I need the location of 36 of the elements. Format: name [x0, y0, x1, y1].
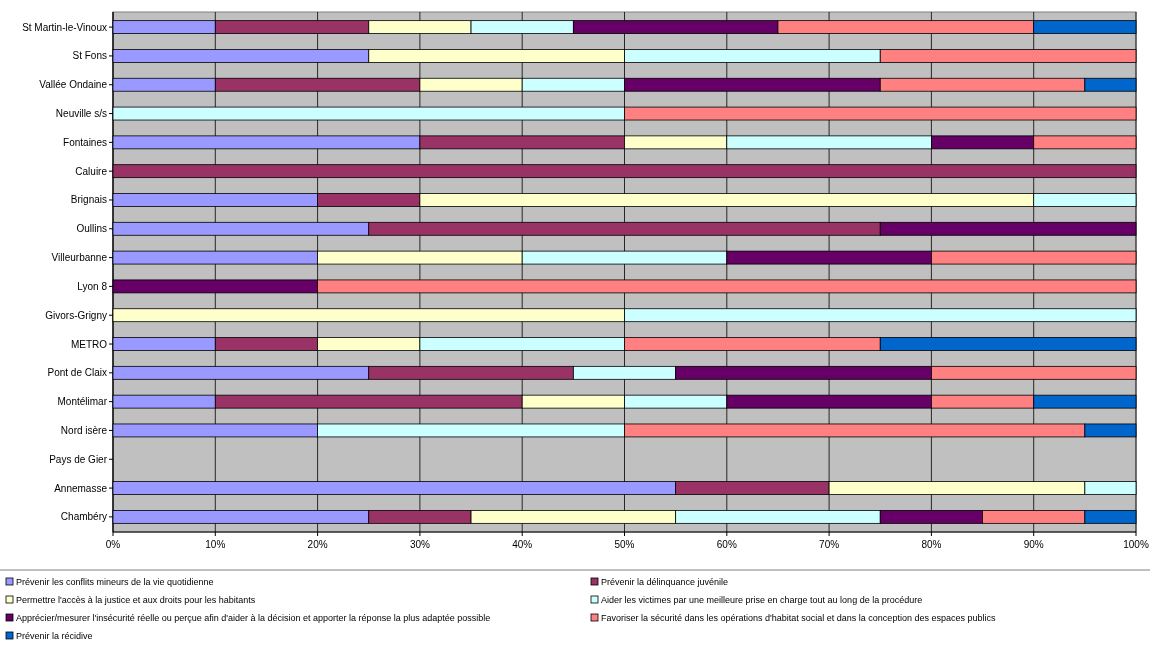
- y-tick-label: Pays de Gier: [49, 453, 108, 465]
- y-tick-label: Caluire: [75, 165, 108, 177]
- x-tick-label: 10%: [205, 539, 226, 550]
- y-tick-label: Nord isère: [60, 424, 108, 436]
- x-tick-label: 100%: [1123, 539, 1149, 550]
- y-tick-label: Brignais: [70, 194, 107, 206]
- x-tick-label: 0%: [105, 539, 121, 550]
- x-tick-label: 50%: [614, 539, 635, 550]
- y-tick-label: Lyon 8: [77, 280, 108, 292]
- legend-label: Aider les victimes par une meilleure prise en charge tout au long de la procédure: [601, 595, 923, 605]
- legend-label: Prévenir la récidive: [16, 631, 93, 641]
- x-tick-label: 90%: [1023, 539, 1044, 550]
- y-tick-label: Villeurbanne: [51, 252, 108, 264]
- y-tick-label: Neuville s/s: [55, 108, 107, 120]
- y-tick-label: Fontaines: [63, 136, 107, 148]
- legend-label: Permettre l'accès à la justice et aux droits pour les habitants: [16, 595, 256, 605]
- y-tick-label: Chambéry: [60, 511, 107, 523]
- x-tick-label: 70%: [819, 539, 840, 550]
- legend-label: Prévenir les conflits mineurs de la vie quotidienne: [16, 577, 214, 587]
- x-tick-label: 60%: [716, 539, 737, 550]
- legend-label: Apprécier/mesurer l'insécurité réelle ou perçue afin d'aider à la décision et apporter la réponse la plus adaptée possible: [16, 613, 491, 623]
- legend-label: Favoriser la sécurité dans les opérations d'habitat social et dans la conception des espaces publics: [601, 613, 996, 623]
- x-tick-label: 40%: [512, 539, 533, 550]
- y-tick-label: Montélimar: [57, 396, 108, 408]
- legend-label: Prévenir la délinquance juvénile: [601, 577, 729, 587]
- y-tick-label: Givors-Grigny: [45, 309, 107, 321]
- y-tick-label: METRO: [70, 338, 108, 350]
- y-tick-label: St Martin-le-Vinoux: [22, 21, 107, 33]
- y-tick-label: Oullins: [76, 223, 107, 235]
- x-tick-label: 20%: [307, 539, 328, 550]
- y-tick-label: Vallée Ondaine: [39, 79, 108, 91]
- y-tick-label: Annemasse: [54, 482, 108, 494]
- x-tick-label: 30%: [409, 539, 431, 550]
- y-tick-label: St Fons: [72, 50, 107, 62]
- y-tick-label: Pont de Claix: [47, 367, 107, 379]
- x-tick-label: 80%: [921, 539, 942, 550]
